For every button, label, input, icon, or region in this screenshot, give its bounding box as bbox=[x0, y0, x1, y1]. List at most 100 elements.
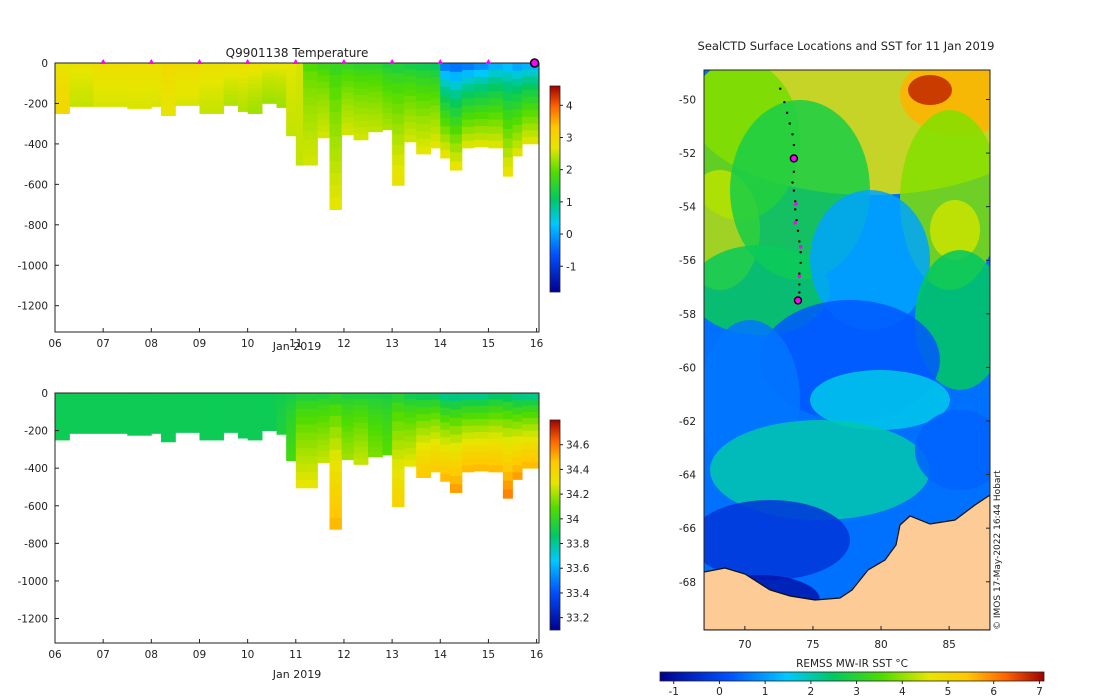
temperature-cell-33-3 bbox=[522, 83, 539, 91]
temperature-cbtick-label-5: -1 bbox=[566, 261, 576, 273]
sst-patches bbox=[704, 70, 990, 625]
lon-tick-label-2: 80 bbox=[874, 639, 887, 651]
salinity-cell-21-5 bbox=[382, 418, 393, 425]
temperature-cell-21-2 bbox=[382, 74, 393, 81]
salinity-cell-12-9 bbox=[276, 424, 287, 428]
salinity-cell-8-4 bbox=[223, 406, 239, 410]
temperature-cell-5-6 bbox=[160, 89, 176, 95]
temperature-cell-33-6 bbox=[522, 103, 539, 111]
temperature-cell-17-6 bbox=[329, 136, 342, 149]
temperature-cell-25-1 bbox=[430, 70, 441, 78]
temperature-cell-7-11 bbox=[199, 109, 224, 114]
temperature-cell-18-3 bbox=[341, 80, 354, 88]
salinity-colorbar bbox=[549, 419, 561, 631]
salinity-cell-33-11 bbox=[522, 461, 539, 469]
salinity-cell-24-0 bbox=[416, 393, 432, 401]
temperature-cell-13-10 bbox=[286, 123, 297, 131]
salinity-cell-30-10 bbox=[488, 458, 504, 466]
temperature-cell-12-9 bbox=[276, 96, 287, 101]
temperature-ytick-label-4: -800 bbox=[24, 220, 48, 232]
salinity-cell-21-3 bbox=[382, 408, 393, 415]
salinity-cell-1-7 bbox=[69, 416, 94, 421]
temperature-cell-14-7 bbox=[295, 122, 304, 132]
antarctica-land bbox=[704, 494, 990, 630]
salinity-cell-29-5 bbox=[473, 425, 489, 433]
salinity-cell-8-9 bbox=[223, 422, 239, 427]
temperature-cell-26-3 bbox=[440, 86, 451, 96]
temperature-cell-4-9 bbox=[151, 95, 162, 100]
temperature-cell-4-0 bbox=[151, 63, 162, 68]
temperature-cell-23-2 bbox=[404, 76, 417, 84]
salinity-cell-27-7 bbox=[449, 451, 463, 460]
temperature-xlabel: Jan 2019 bbox=[272, 340, 321, 353]
salinity-cell-29-7 bbox=[473, 438, 489, 446]
salinity-cell-24-11 bbox=[416, 470, 432, 478]
temperature-cell-28-1 bbox=[461, 70, 475, 78]
temperature-xtick-label-2: 08 bbox=[145, 338, 158, 350]
salinity-cell-4-10 bbox=[151, 426, 162, 431]
temperature-cell-3-10 bbox=[127, 100, 152, 106]
temperature-cell-17-1 bbox=[329, 75, 342, 88]
salinity-cell-18-2 bbox=[341, 404, 354, 411]
temperature-cell-33-0 bbox=[522, 63, 539, 71]
profile-marker-8 bbox=[485, 59, 492, 64]
track-point-3 bbox=[788, 122, 791, 125]
temperature-cell-30-7 bbox=[488, 112, 504, 121]
salinity-cell-2-3 bbox=[93, 403, 128, 407]
lat-tick-label-2: -54 bbox=[679, 202, 696, 214]
temperature-cell-11-11 bbox=[262, 100, 277, 104]
salinity-cell-8-6 bbox=[223, 412, 239, 417]
salinity-cell-10-9 bbox=[247, 428, 263, 433]
temperature-xtick-label-1: 07 bbox=[96, 338, 109, 350]
salinity-cell-25-6 bbox=[430, 432, 441, 440]
salinity-xtick-label-8: 14 bbox=[434, 649, 448, 661]
salinity-cell-21-0 bbox=[382, 393, 393, 399]
salinity-xtick-label-1: 07 bbox=[96, 649, 109, 661]
temperature-cell-2-1 bbox=[93, 66, 128, 71]
temperature-cell-14-6 bbox=[295, 114, 304, 123]
salinity-xtick-label-3: 09 bbox=[193, 649, 206, 661]
lon-tick-label-1: 75 bbox=[806, 639, 819, 651]
temperature-cell-1-7 bbox=[69, 88, 94, 93]
salinity-cbtick-label-6: 33.4 bbox=[566, 588, 590, 600]
sst-patch-13 bbox=[810, 370, 950, 430]
temperature-cell-26-1 bbox=[440, 70, 451, 80]
sst-cbtick-label-2: 1 bbox=[762, 686, 769, 698]
map-title: SealCTD Surface Locations and SST for 11… bbox=[698, 39, 995, 53]
temperature-cell-9-0 bbox=[238, 63, 249, 68]
temperature-cell-13-7 bbox=[286, 105, 297, 112]
salinity-cell-5-8 bbox=[160, 425, 176, 431]
temperature-cell-32-7 bbox=[512, 117, 523, 126]
temperature-cell-11-5 bbox=[262, 79, 277, 84]
temperature-cell-0-4 bbox=[55, 79, 70, 85]
salinity-cell-17-9 bbox=[329, 495, 342, 507]
temperature-cell-2-3 bbox=[93, 73, 128, 78]
temperature-cell-23-0 bbox=[404, 63, 417, 70]
salinity-cell-12-2 bbox=[276, 399, 287, 404]
salinity-cell-10-2 bbox=[247, 400, 263, 406]
temperature-cell-20-0 bbox=[368, 63, 383, 70]
temperature-cell-30-11 bbox=[488, 140, 504, 149]
salinity-cell-23-9 bbox=[404, 447, 417, 455]
salinity-cell-13-8 bbox=[286, 438, 297, 445]
sst-patch-9 bbox=[810, 190, 930, 330]
temperature-xtick-label-8: 14 bbox=[434, 338, 448, 350]
salinity-cell-24-5 bbox=[416, 428, 432, 436]
salinity-cell-29-10 bbox=[473, 458, 489, 465]
salinity-cell-28-0 bbox=[461, 393, 475, 400]
temperature-cell-19-7 bbox=[353, 107, 369, 115]
temperature-cell-5-0 bbox=[160, 63, 176, 68]
temperature-cell-26-9 bbox=[440, 134, 451, 143]
salinity-cell-32-8 bbox=[512, 450, 523, 459]
salinity-cell-5-7 bbox=[160, 421, 176, 426]
temperature-cell-3-11 bbox=[127, 104, 152, 109]
temperature-cell-8-1 bbox=[223, 66, 239, 71]
temperature-cell-4-1 bbox=[151, 66, 162, 71]
temperature-colorbar bbox=[549, 85, 561, 293]
salinity-cell-33-0 bbox=[522, 393, 539, 400]
temperature-cell-3-3 bbox=[127, 74, 152, 79]
salinity-cell-24-8 bbox=[416, 449, 432, 457]
lat-tick-label-9: -68 bbox=[679, 577, 696, 589]
longitude-axis: 70 75 80 85 bbox=[738, 626, 956, 651]
temperature-cell-0-3 bbox=[55, 75, 70, 81]
